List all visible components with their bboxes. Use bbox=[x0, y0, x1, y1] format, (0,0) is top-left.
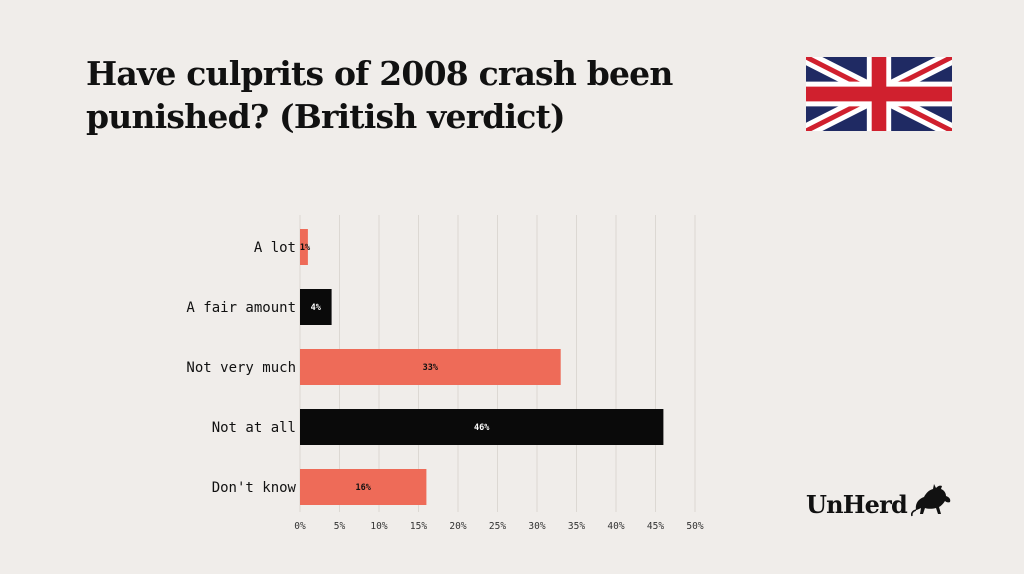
brand-name: UnHerd bbox=[806, 490, 908, 519]
x-tick-label: 5% bbox=[334, 521, 346, 532]
x-tick-label: 50% bbox=[686, 521, 703, 532]
category-label: Not at all bbox=[212, 420, 296, 436]
x-tick-label: 20% bbox=[449, 521, 466, 532]
x-tick-label: 25% bbox=[489, 521, 506, 532]
data-label: 1% bbox=[300, 243, 311, 253]
x-tick-label: 0% bbox=[294, 521, 306, 532]
x-tick-label: 45% bbox=[647, 521, 664, 532]
x-tick-label: 10% bbox=[370, 521, 387, 532]
bar bbox=[300, 349, 561, 385]
x-tick-label: 35% bbox=[568, 521, 585, 532]
category-label: Don't know bbox=[212, 480, 297, 496]
data-label: 4% bbox=[311, 303, 322, 313]
x-axis-ticks: 0% 5% 10% 15% 20% 25% 30% 35% 40% 45% 50% bbox=[294, 521, 704, 532]
data-label: 16% bbox=[356, 483, 372, 493]
category-label: A fair amount bbox=[186, 300, 296, 316]
chart-title: Have culprits of 2008 crash been punishe… bbox=[86, 54, 673, 136]
category-label: A lot bbox=[254, 240, 296, 256]
data-label: 46% bbox=[474, 423, 490, 433]
category-label: Not very much bbox=[186, 360, 296, 376]
bars bbox=[300, 229, 664, 505]
category-labels: A lot A fair amount Not very much Not at al… bbox=[186, 240, 296, 496]
union-jack-flag-icon bbox=[806, 57, 952, 131]
bar bbox=[300, 289, 332, 325]
x-tick-label: 30% bbox=[528, 521, 545, 532]
x-tick-label: 15% bbox=[410, 521, 427, 532]
bar bbox=[300, 229, 308, 265]
x-tick-label: 40% bbox=[607, 521, 624, 532]
bar bbox=[300, 469, 427, 505]
data-labels: 1% 4% 33% 46% 16% bbox=[300, 243, 490, 493]
bull-icon bbox=[911, 484, 951, 517]
data-label: 33% bbox=[423, 363, 439, 373]
unherd-logo: UnHerd bbox=[806, 480, 956, 524]
bar bbox=[300, 409, 664, 445]
